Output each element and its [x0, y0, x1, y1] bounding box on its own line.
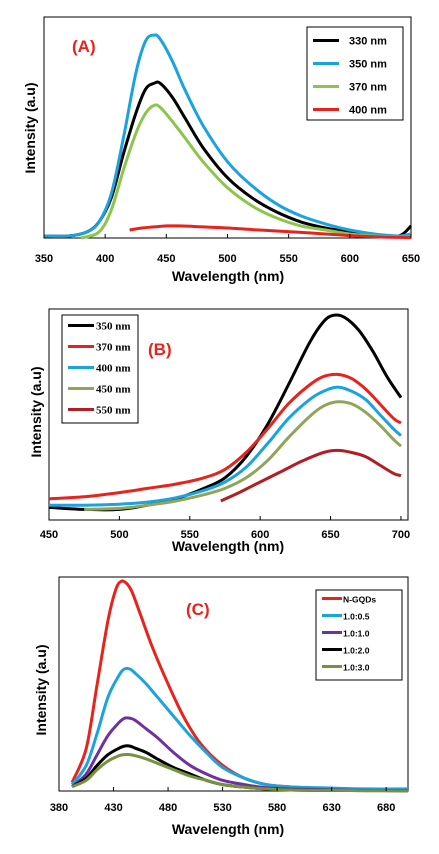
- panel-a-x-tick-label: 600: [341, 253, 359, 265]
- panel-c-x-tick-label: 530: [213, 802, 231, 814]
- panel-b-x-tick-label: 450: [40, 529, 58, 541]
- panel-b-series-400-nm: [48, 385, 403, 507]
- panel-a-x-axis-title: Wavelength (nm): [172, 268, 284, 284]
- panel-b-legend-label-370-nm: 370 nm: [96, 342, 131, 354]
- panel-c-x-axis-title: Wavelength (nm): [172, 821, 284, 837]
- panel-c-frame: [58, 576, 409, 792]
- panel-c-legend: N-GQDs 1.0:0.5 1.0:1.0 1.0:2.0 1.0:3.0: [315, 589, 403, 681]
- panel-b-x-tick-label: 500: [110, 529, 128, 541]
- panel-a-x-tick-label: 400: [96, 253, 114, 265]
- panel-a-legend: 330 nm 350 nm 370 nm 400 nm: [306, 26, 404, 121]
- panel-a-series-370-nm: [80, 103, 412, 240]
- panel-a-label: (A): [72, 37, 96, 56]
- panel-b-x-tick-label: 650: [321, 529, 339, 541]
- panel-b-label: (B): [148, 340, 172, 359]
- panel-a-x-tick-label: 650: [402, 253, 420, 265]
- panel-c: 380 430 480 530 580 630 680 (C) Wavelength (nm…: [33, 576, 409, 837]
- panel-c-legend-label-n-gqds: N-GQDs: [343, 595, 376, 605]
- panel-b-series-370-nm: [48, 372, 402, 501]
- panel-c-x-tick-label: 680: [377, 802, 395, 814]
- panel-a: 350 400 450 500 550 600 650 (A) Wavelength (nm…: [22, 16, 420, 284]
- panel-c-series-lines: [70, 579, 409, 793]
- panel-c-x-tick-label: 430: [104, 802, 122, 814]
- panel-b-series-550-nm: [220, 448, 402, 503]
- panel-a-series-350-nm: [43, 33, 412, 238]
- panel-c-legend-label-1-0-2-0: 1.0:2.0: [343, 646, 370, 656]
- panel-b-legend-label-450-nm: 450 nm: [96, 384, 131, 396]
- panel-c-series-1-0-0-5: [70, 666, 409, 791]
- panel-c-x-tick-label: 480: [159, 802, 177, 814]
- panel-c-legend-label-1-0-3-0: 1.0:3.0: [343, 663, 370, 673]
- panel-b-series-450-nm: [84, 400, 402, 511]
- panel-b-x-tick-label: 700: [392, 529, 410, 541]
- panel-c-legend-label-1-0-0-5: 1.0:0.5: [343, 612, 370, 622]
- panel-a-legend-label-330-nm: 330 nm: [349, 36, 387, 48]
- panel-c-series-1-0-3-0: [71, 752, 409, 793]
- panel-a-x-tick-label: 500: [218, 253, 236, 265]
- panel-a-series-400-nm: [129, 224, 412, 240]
- panel-b-frame: [48, 308, 409, 521]
- panel-b-series-lines: [48, 313, 403, 512]
- panel-b-legend-label-400-nm: 400 nm: [96, 363, 131, 375]
- panel-c-legend-label-1-0-1-0: 1.0:1.0: [343, 629, 370, 639]
- panel-c-x-tick-label: 580: [268, 802, 286, 814]
- panel-b-x-tick-label: 600: [251, 529, 269, 541]
- panel-a-x-tick-label: 550: [279, 253, 297, 265]
- panel-b-y-axis-title: Intensity (a.u): [28, 366, 44, 457]
- panel-a-x-tick-label: 450: [157, 253, 175, 265]
- panel-c-x-ticks: 380 430 480 530 580 630 680: [50, 787, 395, 814]
- panel-a-series-lines: [43, 33, 413, 240]
- panel-b-legend-label-350-nm: 350 nm: [96, 321, 131, 333]
- panel-c-label: (C): [186, 600, 210, 619]
- panel-b-x-tick-label: 550: [181, 529, 199, 541]
- panel-c-x-tick-label: 630: [322, 802, 340, 814]
- panel-c-x-tick-label: 380: [50, 802, 68, 814]
- panel-a-legend-label-370-nm: 370 nm: [349, 82, 387, 94]
- panel-b-legend-label-550-nm: 550 nm: [96, 405, 131, 417]
- panel-a-y-axis-title: Intensity (a.u): [22, 82, 38, 173]
- panel-a-legend-box: [306, 26, 404, 121]
- panel-a-x-tick-label: 350: [35, 253, 53, 265]
- panel-c-y-axis-title: Intensity (a.u): [33, 644, 49, 735]
- panel-b-x-axis-title: Wavelength (nm): [172, 538, 284, 554]
- panel-a-legend-label-350-nm: 350 nm: [349, 59, 387, 71]
- panel-b-legend: 350 nm 370 nm 400 nm 450 nm 550 nm: [61, 314, 139, 424]
- panel-b-x-ticks: 450 500 550 600 650 700: [40, 516, 410, 541]
- panel-a-x-ticks: 350 400 450 500 550 600 650: [35, 234, 420, 265]
- panel-b: 450 500 550 600 650 700 (B) Wavelength (nm) I…: [28, 308, 410, 554]
- panel-a-legend-label-400-nm: 400 nm: [349, 105, 387, 117]
